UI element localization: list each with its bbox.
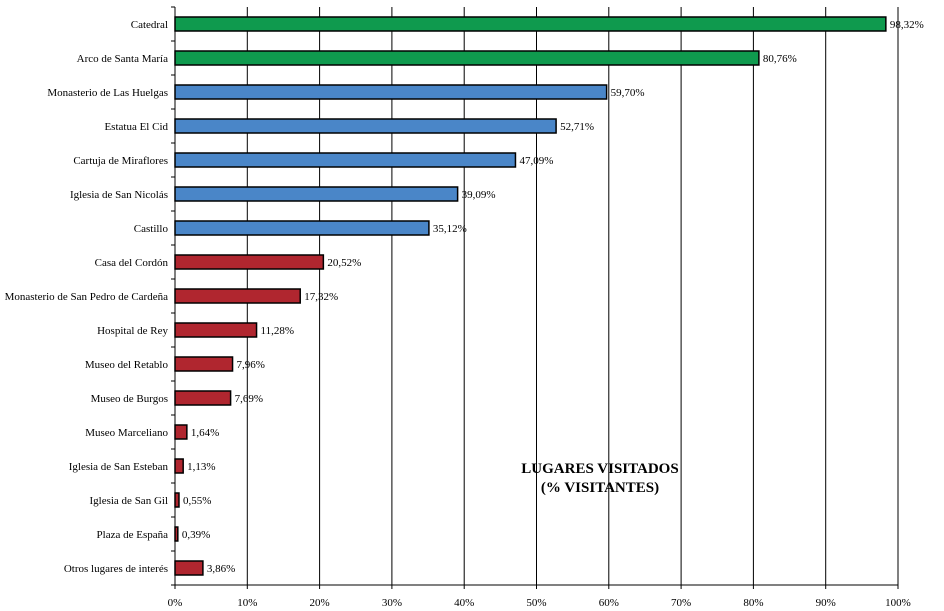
value-labels: 98,32% 80,76% 59,70% 52,71% 47,09% 39,09% 35,1… xyxy=(182,19,924,575)
bar xyxy=(174,492,180,508)
chart-title-line-1: LUGARES VISITADOS xyxy=(521,461,679,477)
value-label: 52,71% xyxy=(560,121,594,133)
category-label: Museo Marceliano xyxy=(85,427,168,439)
value-label: 3,86% xyxy=(207,563,235,575)
bar xyxy=(174,288,301,304)
value-label: 0,39% xyxy=(182,529,210,541)
bar xyxy=(174,526,179,542)
category-label: Monasterio de Las Huelgas xyxy=(47,87,168,99)
category-label: Estatua El Cid xyxy=(104,121,168,133)
x-tick-label: 10% xyxy=(237,597,257,609)
value-label: 11,28% xyxy=(261,325,295,337)
value-label: 98,32% xyxy=(890,19,924,31)
category-label: Iglesia de San Esteban xyxy=(69,461,169,473)
bar xyxy=(174,254,325,270)
category-label: Catedral xyxy=(131,19,168,31)
category-label: Otros lugares de interés xyxy=(64,563,168,575)
x-tick-labels: 0% 10% 20% 30% 40% 50% 60% 70% 80% 90% 100% xyxy=(168,597,911,609)
category-label: Castillo xyxy=(134,223,169,235)
value-label: 17,32% xyxy=(304,291,338,303)
value-label: 7,69% xyxy=(235,393,263,405)
bar xyxy=(174,50,760,66)
chart-title: LUGARES VISITADOS (% VISITANTES) xyxy=(490,460,710,498)
x-tick-label: 70% xyxy=(671,597,691,609)
gridlines xyxy=(246,7,899,585)
value-label: 7,96% xyxy=(237,359,265,371)
x-tick-label: 20% xyxy=(310,597,330,609)
category-label: Iglesia de San Gil xyxy=(89,495,168,507)
x-tick-label: 90% xyxy=(816,597,836,609)
x-tick-label: 40% xyxy=(454,597,474,609)
value-label: 39,09% xyxy=(462,189,496,201)
x-tick-label: 80% xyxy=(743,597,763,609)
category-label: Cartuja de Miraflores xyxy=(73,155,168,167)
bar xyxy=(174,16,887,32)
bar xyxy=(174,458,184,474)
value-label: 35,12% xyxy=(433,223,467,235)
category-labels: Catedral Arco de Santa María Monasterio de… xyxy=(5,19,169,575)
bar xyxy=(174,356,234,372)
value-label: 80,76% xyxy=(763,53,797,65)
value-label: 0,55% xyxy=(183,495,211,507)
category-label: Arco de Santa María xyxy=(77,53,168,65)
chart-title-line-2: (% VISITANTES) xyxy=(540,480,660,496)
bar xyxy=(174,424,188,440)
bar xyxy=(174,322,258,338)
x-tick-label: 30% xyxy=(382,597,402,609)
x-tick-label: 100% xyxy=(885,597,911,609)
bar xyxy=(174,560,204,576)
x-tick-label: 60% xyxy=(599,597,619,609)
category-label: Iglesia de San Nicolás xyxy=(70,189,168,201)
value-label: 1,64% xyxy=(191,427,219,439)
category-label: Monasterio de San Pedro de Cardeña xyxy=(5,291,169,303)
value-label: 20,52% xyxy=(327,257,361,269)
category-label: Casa del Cordón xyxy=(95,257,169,269)
bar xyxy=(174,84,608,100)
x-tick-label: 0% xyxy=(168,597,183,609)
category-label: Plaza de España xyxy=(97,529,169,541)
category-label: Museo del Retablo xyxy=(85,359,169,371)
value-label: 47,09% xyxy=(519,155,553,167)
category-label: Museo de Burgos xyxy=(91,393,168,405)
bars xyxy=(174,16,887,576)
bar xyxy=(174,390,232,406)
value-label: 1,13% xyxy=(187,461,215,473)
bar xyxy=(174,118,557,134)
category-label: Hospital de Rey xyxy=(97,325,168,337)
value-label: 59,70% xyxy=(611,87,645,99)
bar xyxy=(174,152,517,168)
bar xyxy=(174,186,459,202)
bar xyxy=(174,220,430,236)
x-tick-label: 50% xyxy=(526,597,546,609)
